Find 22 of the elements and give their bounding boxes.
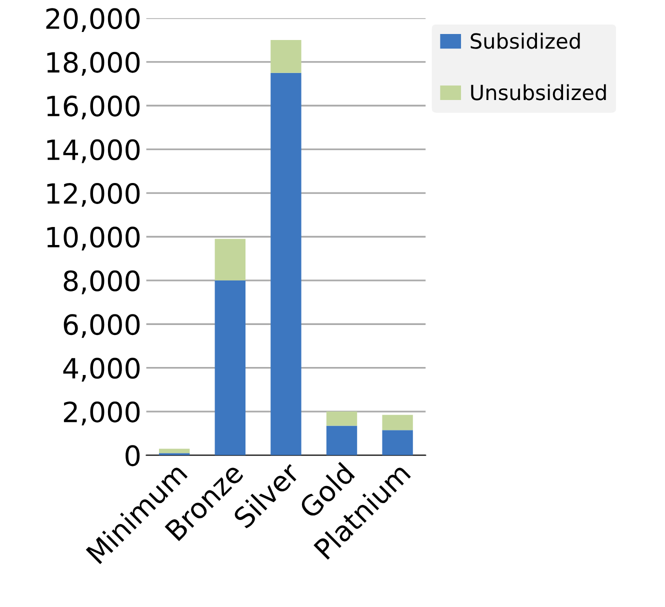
bar [382,430,413,456]
y-tick-label: 18,000 [47,52,140,76]
y-tick-label: 20,000 [46,8,140,32]
bar [326,426,358,456]
y-tick-label: 10,000 [47,226,140,251]
y-tick-label: 0 [126,445,140,466]
bar [214,238,246,280]
y-tick-label: 4,000 [63,358,140,382]
y-tick-label: 2,000 [64,401,140,426]
bar [214,280,246,456]
bar [270,72,302,456]
bar [158,448,190,454]
y-tick-label: 14,000 [47,139,140,164]
bar [382,414,413,430]
y-tick-label: 8,000 [64,270,140,294]
bar [270,40,302,73]
legend-label: Subsidized [470,32,580,49]
y-tick-label: 16,000 [47,96,140,120]
legend-label: Unsubsidized [471,84,606,100]
y-tick-label: 12,000 [47,182,140,207]
y-tick-label: 6,000 [64,314,140,338]
bar [326,412,358,426]
